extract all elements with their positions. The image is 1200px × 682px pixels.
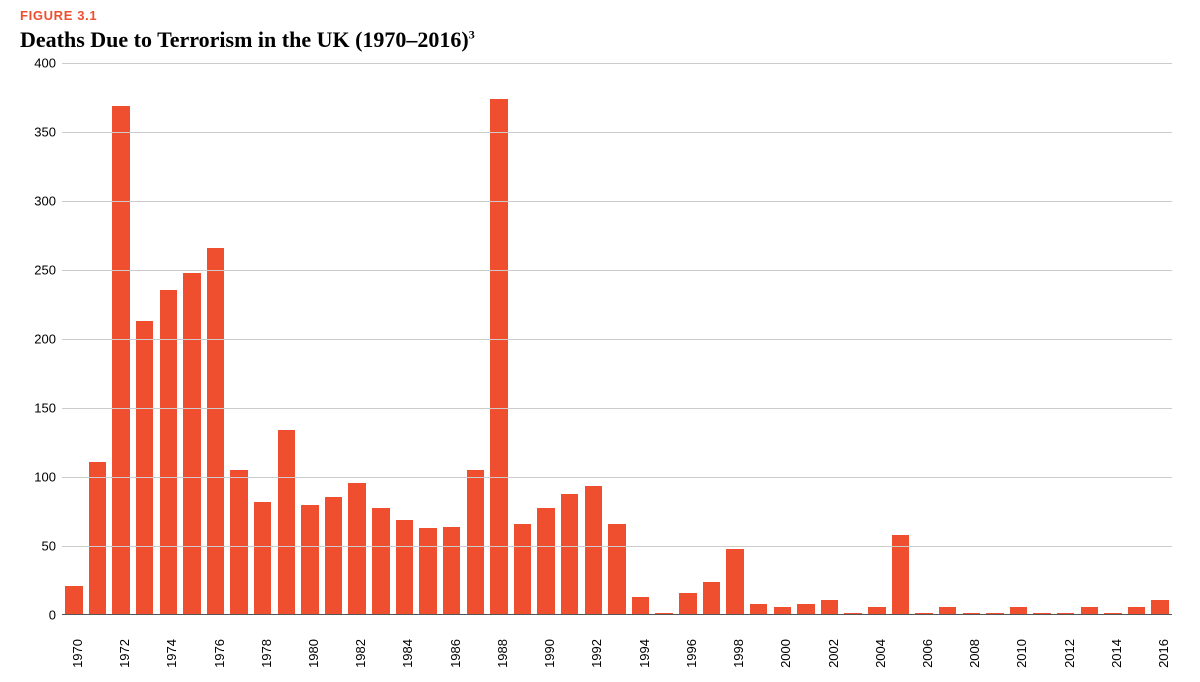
bar bbox=[844, 613, 861, 614]
bar bbox=[348, 483, 365, 614]
figure-label: FIGURE 3.1 bbox=[20, 8, 1180, 23]
bar bbox=[963, 613, 980, 614]
bar bbox=[915, 613, 932, 614]
bar bbox=[750, 604, 767, 614]
grid-line bbox=[62, 201, 1172, 202]
bar bbox=[1057, 613, 1074, 614]
y-tick-label: 100 bbox=[20, 470, 56, 485]
bar bbox=[1104, 613, 1121, 614]
x-tick-label: 1988 bbox=[495, 639, 510, 668]
bar bbox=[1033, 613, 1050, 614]
x-tick-label: 2010 bbox=[1014, 639, 1029, 668]
grid-line bbox=[62, 339, 1172, 340]
y-tick-label: 400 bbox=[20, 56, 56, 71]
bar bbox=[467, 470, 484, 614]
x-tick-label: 2000 bbox=[778, 639, 793, 668]
x-tick-label: 2016 bbox=[1156, 639, 1171, 668]
y-tick-label: 350 bbox=[20, 125, 56, 140]
bar bbox=[419, 528, 436, 614]
x-tick-label: 2008 bbox=[967, 639, 982, 668]
bar bbox=[537, 508, 554, 614]
bar bbox=[703, 582, 720, 614]
bar bbox=[514, 524, 531, 614]
bar bbox=[301, 505, 318, 614]
chart-title-superscript: 3 bbox=[469, 28, 475, 42]
bar bbox=[726, 549, 743, 614]
bar bbox=[112, 106, 129, 614]
bar bbox=[278, 430, 295, 614]
bar bbox=[396, 520, 413, 614]
x-tick-label: 2004 bbox=[873, 639, 888, 668]
x-axis-labels: 1970197219741976197819801982198419861988… bbox=[62, 619, 1172, 663]
x-tick-label: 2012 bbox=[1062, 639, 1077, 668]
y-tick-label: 200 bbox=[20, 332, 56, 347]
bar bbox=[679, 593, 696, 614]
bar bbox=[632, 597, 649, 614]
x-tick-label: 1980 bbox=[306, 639, 321, 668]
grid-line bbox=[62, 132, 1172, 133]
grid-line bbox=[62, 477, 1172, 478]
y-tick-label: 300 bbox=[20, 194, 56, 209]
x-tick-label: 1986 bbox=[448, 639, 463, 668]
bar bbox=[561, 494, 578, 614]
bar bbox=[774, 607, 791, 614]
grid-line bbox=[62, 63, 1172, 64]
x-tick-label: 2014 bbox=[1109, 639, 1124, 668]
x-tick-label: 1996 bbox=[684, 639, 699, 668]
plot-area: 050100150200250300350400 bbox=[62, 63, 1172, 615]
bar bbox=[136, 321, 153, 614]
bar bbox=[230, 470, 247, 614]
bar bbox=[868, 607, 885, 614]
bar bbox=[608, 524, 625, 614]
grid-line bbox=[62, 546, 1172, 547]
x-tick-label: 1972 bbox=[117, 639, 132, 668]
bar bbox=[986, 613, 1003, 614]
chart-title: Deaths Due to Terrorism in the UK (1970–… bbox=[20, 27, 1180, 53]
x-tick-label: 1990 bbox=[542, 639, 557, 668]
x-tick-label: 1992 bbox=[589, 639, 604, 668]
grid-line bbox=[62, 270, 1172, 271]
bar bbox=[89, 462, 106, 614]
bar bbox=[1128, 607, 1145, 614]
bar bbox=[1010, 607, 1027, 614]
bar bbox=[585, 486, 602, 614]
chart-container: 050100150200250300350400 197019721974197… bbox=[20, 63, 1180, 663]
bar bbox=[1081, 607, 1098, 614]
x-tick-label: 2006 bbox=[920, 639, 935, 668]
y-tick-label: 150 bbox=[20, 401, 56, 416]
bar bbox=[797, 604, 814, 614]
y-tick-label: 50 bbox=[20, 539, 56, 554]
x-tick-label: 1978 bbox=[259, 639, 274, 668]
x-tick-label: 1994 bbox=[637, 639, 652, 668]
grid-line bbox=[62, 408, 1172, 409]
y-tick-label: 250 bbox=[20, 263, 56, 278]
y-tick-label: 0 bbox=[20, 608, 56, 623]
bar bbox=[939, 607, 956, 614]
x-tick-label: 1974 bbox=[164, 639, 179, 668]
bar bbox=[490, 99, 507, 614]
x-tick-label: 1970 bbox=[70, 639, 85, 668]
bar bbox=[65, 586, 82, 614]
bar bbox=[892, 535, 909, 614]
bar bbox=[183, 273, 200, 614]
x-tick-label: 2002 bbox=[826, 639, 841, 668]
bar bbox=[1151, 600, 1168, 614]
bar bbox=[325, 497, 342, 614]
x-tick-label: 1998 bbox=[731, 639, 746, 668]
bar bbox=[372, 508, 389, 614]
bar bbox=[254, 502, 271, 614]
chart-title-text: Deaths Due to Terrorism in the UK (1970–… bbox=[20, 27, 469, 52]
bar bbox=[207, 248, 224, 614]
x-tick-label: 1984 bbox=[400, 639, 415, 668]
x-tick-label: 1982 bbox=[353, 639, 368, 668]
bar bbox=[821, 600, 838, 614]
bar bbox=[655, 613, 672, 614]
bar bbox=[443, 527, 460, 614]
x-tick-label: 1976 bbox=[212, 639, 227, 668]
